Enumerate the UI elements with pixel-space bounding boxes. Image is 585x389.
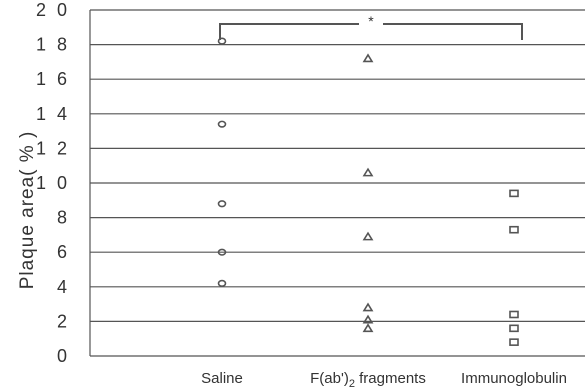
data-point-circle	[217, 37, 227, 45]
data-point-circle	[217, 120, 227, 128]
y-tick-labels: 2 0 1 8 1 6 1 4 1 2 1 0 8 6 4 2 0	[36, 0, 70, 366]
category-label: F(ab')2 fragments	[310, 370, 426, 389]
y-tick-label: 1 4	[36, 104, 70, 124]
y-tick-label: 2	[57, 311, 70, 331]
data-point-square	[509, 189, 519, 198]
category-label-main: Saline	[201, 370, 243, 387]
category-labels: Saline F(ab')2 fragments Immunoglobulin	[201, 370, 567, 389]
y-tick-label: 6	[57, 242, 70, 262]
data-point-square	[509, 225, 519, 234]
y-tick-label: 1 2	[36, 138, 70, 158]
y-tick-label: 1 8	[36, 35, 70, 55]
data-point-triangle	[362, 231, 374, 241]
category-label-main: Immunoglobulin	[461, 370, 567, 387]
data-point-triangle	[362, 167, 374, 177]
data-point-triangle	[362, 302, 374, 312]
significance-bracket: *	[219, 13, 523, 40]
data-point-circle	[217, 248, 227, 256]
y-tick-label: 1 6	[36, 69, 70, 89]
y-tick-label: 0	[57, 346, 70, 366]
y-axis-title: Plaque area( % )	[17, 131, 38, 290]
data-point-circle	[217, 200, 227, 208]
significance-asterisk: *	[368, 13, 374, 29]
y-tick-label: 4	[57, 277, 70, 297]
category-label-main: F(ab')	[310, 370, 349, 387]
data-point-triangle	[362, 53, 374, 63]
significance-label-background	[359, 14, 383, 27]
data-point-triangle	[362, 314, 374, 324]
category-label: Immunoglobulin	[461, 370, 567, 387]
data-points	[217, 37, 519, 346]
category-label-subscript: 2	[349, 378, 355, 389]
category-label-tail: fragments	[355, 370, 426, 387]
y-tick-label: 2 0	[36, 0, 70, 20]
data-point-square	[509, 338, 519, 346]
y-tick-label: 1 0	[36, 173, 70, 193]
data-point-square	[509, 324, 519, 333]
data-point-triangle	[362, 323, 374, 333]
data-point-circle	[217, 279, 227, 287]
category-label: Saline	[201, 370, 243, 387]
y-tick-label: 8	[57, 208, 70, 228]
data-point-square	[509, 310, 519, 319]
grid-lines	[89, 9, 585, 357]
